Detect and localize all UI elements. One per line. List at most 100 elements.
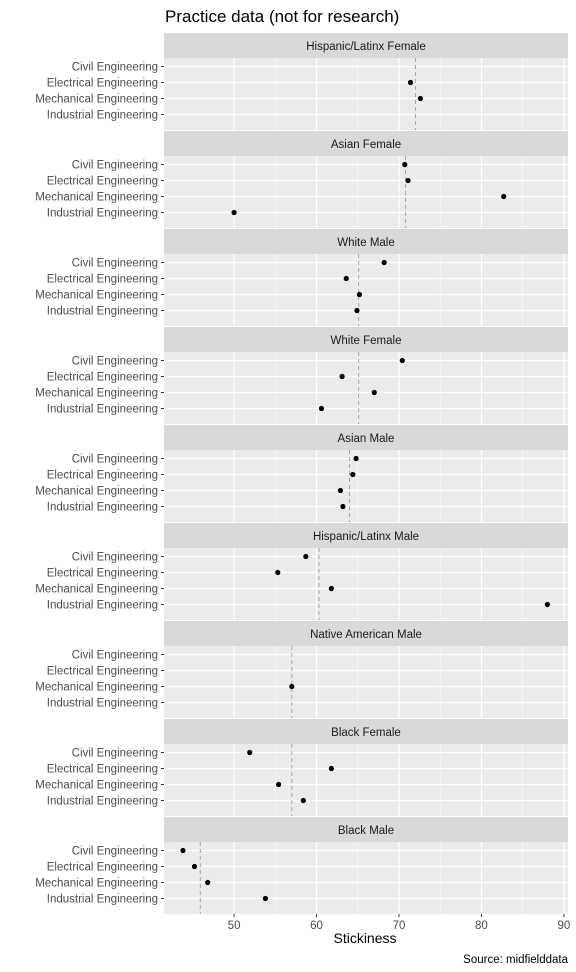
data-point: [303, 554, 308, 559]
facet-panel: White Male Civil Engineering Electrical En…: [35, 229, 568, 326]
y-tick-label: Industrial Engineering: [47, 796, 158, 808]
facet-strip-label: Asian Male: [338, 433, 395, 445]
data-point: [501, 194, 506, 199]
data-point: [289, 684, 294, 689]
y-tick-label: Industrial Engineering: [47, 698, 158, 710]
y-tick-label: Mechanical Engineering: [35, 878, 158, 890]
panel-background: [164, 842, 568, 914]
data-point: [247, 750, 252, 755]
y-tick-label: Civil Engineering: [72, 62, 158, 74]
data-point: [231, 210, 236, 215]
facet-panels: Hispanic/Latinx Female Civil Engineering E…: [35, 33, 568, 914]
data-point: [180, 848, 185, 853]
data-point: [357, 292, 362, 297]
x-tick-label: 80: [475, 920, 488, 932]
facet-panel: Asian Male Civil Engineering Electrical En…: [35, 425, 568, 522]
data-point: [338, 488, 343, 493]
data-point: [402, 162, 407, 167]
y-tick-label: Electrical Engineering: [47, 666, 158, 678]
y-tick-label: Civil Engineering: [72, 356, 158, 368]
facet-strip-label: White Male: [337, 237, 395, 249]
data-point: [276, 782, 281, 787]
data-point: [354, 308, 359, 313]
y-tick-label: Mechanical Engineering: [35, 780, 158, 792]
data-point: [344, 276, 349, 281]
x-tick-label: 90: [557, 920, 570, 932]
data-point: [263, 896, 268, 901]
y-tick-label: Industrial Engineering: [47, 600, 158, 612]
data-point: [382, 260, 387, 265]
y-tick-label: Electrical Engineering: [47, 176, 158, 188]
data-point: [192, 864, 197, 869]
y-tick-label: Mechanical Engineering: [35, 584, 158, 596]
data-point: [301, 798, 306, 803]
panel-background: [164, 744, 568, 816]
data-point: [354, 456, 359, 461]
facet-panel: Hispanic/Latinx Male Civil Engineering Ele…: [35, 523, 568, 620]
chart-title: Practice data (not for research): [165, 7, 399, 26]
y-tick-label: Mechanical Engineering: [35, 192, 158, 204]
facet-panel: Black Male Civil Engineering Electrical En…: [35, 817, 568, 914]
y-tick-label: Industrial Engineering: [47, 894, 158, 906]
chart-caption: Source: midfielddata: [463, 954, 568, 966]
y-tick-label: Industrial Engineering: [47, 208, 158, 220]
facet-strip-label: White Female: [331, 335, 402, 347]
y-tick-label: Mechanical Engineering: [35, 290, 158, 302]
y-tick-label: Civil Engineering: [72, 748, 158, 760]
data-point: [205, 880, 210, 885]
data-point: [405, 178, 410, 183]
facet-panel: Hispanic/Latinx Female Civil Engineering E…: [35, 33, 568, 130]
y-tick-label: Civil Engineering: [72, 650, 158, 662]
data-point: [372, 390, 377, 395]
y-tick-label: Mechanical Engineering: [35, 682, 158, 694]
y-tick-label: Industrial Engineering: [47, 404, 158, 416]
facet-panel: White Female Civil Engineering Electrical …: [35, 327, 568, 424]
data-point: [339, 374, 344, 379]
y-tick-label: Civil Engineering: [72, 846, 158, 858]
data-point: [340, 504, 345, 509]
y-tick-label: Mechanical Engineering: [35, 94, 158, 106]
y-tick-label: Civil Engineering: [72, 454, 158, 466]
y-tick-label: Electrical Engineering: [47, 862, 158, 874]
y-tick-label: Electrical Engineering: [47, 78, 158, 90]
y-tick-label: Electrical Engineering: [47, 372, 158, 384]
panel-background: [164, 548, 568, 620]
facet-strip-label: Black Male: [338, 825, 394, 837]
y-tick-label: Civil Engineering: [72, 160, 158, 172]
panel-background: [164, 450, 568, 522]
facet-panel: Asian Female Civil Engineering Electrical …: [35, 131, 568, 228]
data-point: [319, 406, 324, 411]
panel-background: [164, 58, 568, 130]
y-tick-label: Industrial Engineering: [47, 110, 158, 122]
y-tick-label: Mechanical Engineering: [35, 486, 158, 498]
data-point: [418, 96, 423, 101]
data-point: [350, 472, 355, 477]
y-tick-label: Mechanical Engineering: [35, 388, 158, 400]
y-tick-label: Electrical Engineering: [47, 470, 158, 482]
panel-background: [164, 156, 568, 228]
y-tick-label: Industrial Engineering: [47, 306, 158, 318]
y-tick-label: Electrical Engineering: [47, 274, 158, 286]
facet-strip-label: Hispanic/Latinx Female: [306, 41, 426, 53]
panel-background: [164, 254, 568, 326]
facet-panel: Black Female Civil Engineering Electrical …: [35, 719, 568, 816]
panel-background: [164, 352, 568, 424]
facet-strip-label: Black Female: [331, 727, 401, 739]
facet-strip-label: Hispanic/Latinx Male: [313, 531, 419, 543]
x-axis-label: Stickiness: [333, 930, 396, 946]
facet-strip-label: Asian Female: [331, 139, 401, 151]
facet-strip-label: Native American Male: [310, 629, 422, 641]
y-tick-label: Electrical Engineering: [47, 764, 158, 776]
data-point: [329, 586, 334, 591]
y-tick-label: Civil Engineering: [72, 258, 158, 270]
facet-panel: Native American Male Civil Engineering Ele…: [35, 621, 568, 718]
data-point: [408, 80, 413, 85]
data-point: [275, 570, 280, 575]
data-point: [329, 766, 334, 771]
y-tick-label: Industrial Engineering: [47, 502, 158, 514]
x-tick-label: 50: [228, 920, 241, 932]
y-tick-label: Civil Engineering: [72, 552, 158, 564]
panel-background: [164, 646, 568, 718]
data-point: [545, 602, 550, 607]
